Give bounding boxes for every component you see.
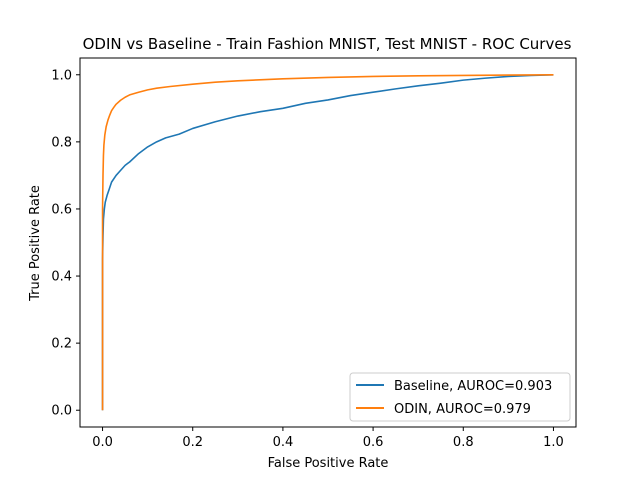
y-tick-label: 0.4	[51, 270, 72, 285]
y-tick-label: 0.8	[51, 135, 72, 150]
x-tick-label: 0.8	[453, 435, 474, 450]
y-tick-label: 0.2	[51, 337, 72, 352]
legend: Baseline, AUROC=0.903 ODIN, AUROC=0.979	[349, 372, 571, 422]
y-axis-label: True Positive Rate	[28, 185, 43, 302]
legend-box	[349, 372, 571, 422]
plot-area	[79, 57, 577, 428]
series-line-baseline	[101, 73, 554, 411]
x-axis-label: False Positive Rate	[268, 456, 389, 471]
series-line-odin	[101, 73, 554, 411]
y-tick-label: 0.6	[51, 202, 72, 217]
x-tick-label: 0.4	[273, 435, 294, 450]
x-tick-label: 1.0	[543, 435, 564, 450]
x-tick-label: 0.6	[363, 435, 384, 450]
legend-label-baseline: Baseline, AUROC=0.903	[394, 379, 552, 394]
y-tick-label: 1.0	[51, 68, 72, 83]
legend-label-odin: ODIN, AUROC=0.979	[394, 402, 531, 417]
y-tick-label: 0.0	[51, 404, 72, 419]
series-layer	[101, 73, 554, 411]
chart-title: ODIN vs Baseline - Train Fashion MNIST, …	[83, 35, 572, 53]
x-tick-label: 0.2	[182, 435, 203, 450]
x-axis-ticks: 0.0 0.2 0.4 0.6 0.8 1.0	[92, 427, 564, 450]
x-tick-label: 0.0	[92, 435, 113, 450]
y-axis-ticks: 0.0 0.2 0.4 0.6 0.8 1.0	[51, 68, 80, 419]
